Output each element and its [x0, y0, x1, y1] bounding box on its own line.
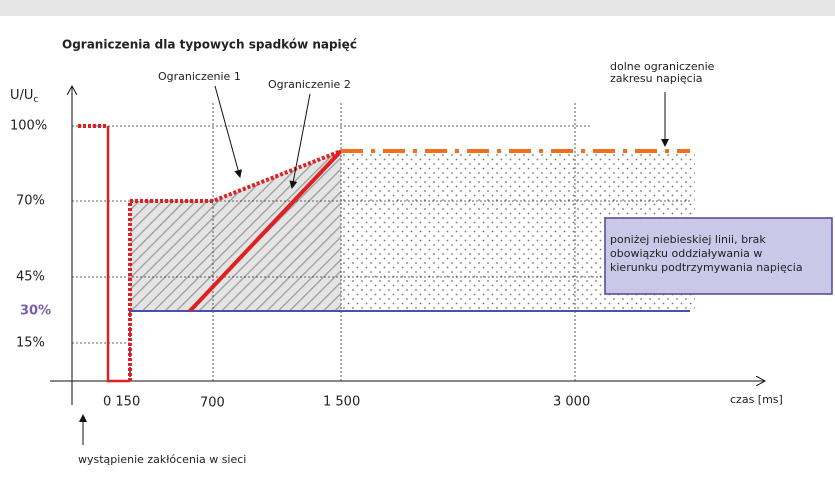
- y-tick-label: 30%: [20, 304, 51, 319]
- box-text: obowiązku oddziaływania w: [610, 247, 762, 260]
- box-text: poniżej niebieskiej linii, brak: [610, 233, 766, 246]
- x-tick-label: 1 500: [323, 395, 360, 410]
- box-text: kierunku podtrzymywania napięcia: [610, 261, 803, 274]
- y-tick-label: 15%: [16, 336, 45, 351]
- limit2-line: [188, 149, 343, 313]
- info-box: [604, 217, 833, 295]
- y-tick-label: 100%: [10, 119, 47, 134]
- x-tick-label: 700: [200, 396, 225, 411]
- x-tick-label: 3 000: [553, 395, 590, 410]
- annotation: Ograniczenie 1: [158, 70, 241, 83]
- top-strip: [0, 0, 835, 16]
- annotation: wystąpienie zakłócenia w sieci: [78, 453, 246, 466]
- x-tick-label: 0 150: [103, 395, 140, 410]
- limit1-line: [128, 149, 342, 381]
- arrow: [289, 93, 311, 189]
- annotation: Ograniczenie 2: [268, 78, 351, 91]
- limit-line: [106, 126, 130, 383]
- grid: [72, 103, 690, 381]
- annotation: dolne ograniczenie: [610, 60, 715, 73]
- y-tick-label: 45%: [16, 270, 45, 285]
- y-tick-label: 70%: [16, 194, 45, 209]
- arrow: [214, 85, 243, 178]
- annotation: zakresu napięcia: [610, 72, 703, 85]
- x-axis-label: czas [ms]: [730, 393, 783, 406]
- title: Ograniczenia dla typowych spadków napięć: [62, 38, 357, 52]
- y-axis-label: U/Uc: [10, 88, 38, 105]
- hatched-region: [130, 151, 341, 311]
